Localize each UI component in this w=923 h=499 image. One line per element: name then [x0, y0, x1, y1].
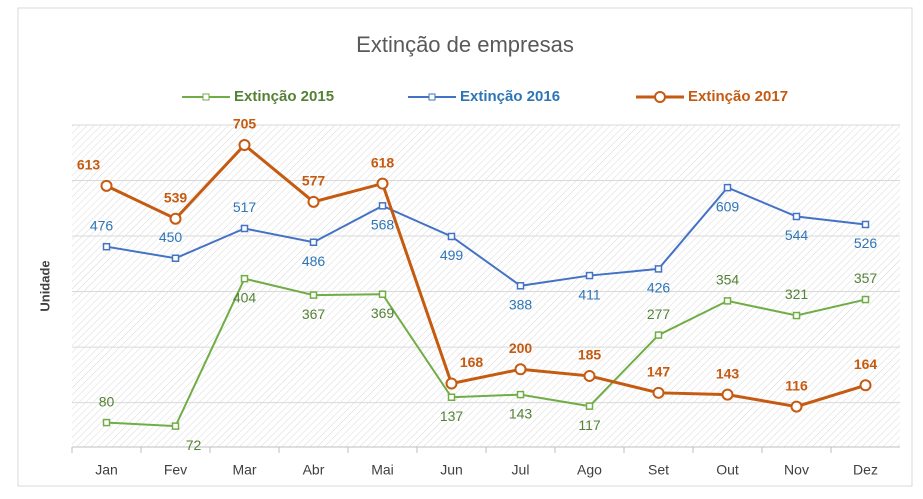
data-label: 499 [440, 247, 464, 263]
point [652, 386, 665, 399]
data-label: 618 [371, 154, 395, 170]
x-tick-label: Abr [303, 462, 325, 478]
data-label: 117 [578, 417, 601, 433]
data-label: 411 [578, 286, 601, 302]
point [654, 265, 663, 273]
point [100, 179, 113, 192]
point [307, 195, 320, 208]
data-label: 200 [509, 340, 533, 356]
data-label: 705 [233, 116, 257, 132]
point [169, 212, 182, 225]
point [514, 363, 527, 376]
point [240, 224, 249, 233]
data-label: 577 [302, 173, 326, 189]
point [792, 311, 801, 320]
point [723, 183, 732, 192]
data-label: 526 [854, 235, 878, 251]
point [447, 393, 456, 402]
point [378, 202, 387, 210]
point [654, 331, 663, 339]
point [238, 138, 251, 151]
series-line [106, 186, 866, 287]
series-line [106, 277, 866, 428]
point [861, 220, 870, 229]
data-label: 354 [716, 272, 740, 288]
point [585, 271, 594, 280]
y-axis-label: Unidade [37, 260, 52, 311]
x-tick-label: Ago [577, 462, 602, 478]
plot-area [72, 125, 900, 447]
data-label: 613 [77, 157, 101, 173]
point [447, 232, 456, 241]
point [792, 212, 801, 221]
x-tick-label: Jan [95, 462, 118, 478]
data-label: 137 [440, 408, 464, 424]
x-tick-label: Set [648, 462, 669, 478]
point [171, 254, 180, 262]
x-tick-label: Dez [853, 462, 878, 478]
point [171, 422, 180, 430]
legend-marker [428, 93, 436, 101]
data-label: 486 [302, 253, 326, 269]
data-label: 367 [302, 306, 326, 322]
data-label: 168 [460, 354, 484, 370]
chart-title: Extinção de empresas [356, 32, 574, 57]
point [240, 274, 249, 283]
point [861, 295, 870, 304]
legend-label: Extinção 2017 [688, 88, 788, 105]
legend-label: Extinção 2015 [234, 88, 334, 105]
point [585, 402, 594, 410]
data-label: 568 [371, 217, 395, 233]
legend-marker [654, 91, 666, 103]
data-label: 164 [854, 356, 878, 372]
x-tick-label: Jun [440, 462, 463, 478]
x-tick-label: Mar [232, 462, 256, 478]
data-label: 539 [164, 189, 188, 205]
point [309, 291, 318, 299]
data-label: 476 [90, 217, 114, 233]
data-label: 277 [647, 306, 671, 322]
point [102, 242, 111, 251]
data-label: 143 [716, 365, 740, 381]
point [583, 369, 596, 382]
legend-marker [202, 93, 210, 101]
legend-label: Extinção 2016 [460, 88, 560, 105]
point [445, 377, 458, 390]
data-label: 388 [509, 296, 533, 312]
point [721, 388, 734, 401]
point [723, 297, 732, 305]
data-label: 321 [785, 286, 809, 302]
point [859, 379, 872, 392]
data-label: 450 [159, 229, 183, 245]
x-tick-label: Mai [371, 462, 394, 478]
point [309, 238, 318, 247]
data-label: 609 [716, 198, 740, 214]
data-label: 116 [785, 377, 808, 393]
data-label: 143 [509, 405, 533, 421]
series-line [105, 142, 866, 409]
x-tick-label: Jul [512, 462, 530, 478]
x-tick-label: Nov [784, 462, 809, 478]
data-label: 369 [371, 305, 395, 321]
point [378, 290, 387, 298]
data-label: 357 [854, 270, 878, 286]
point [516, 282, 525, 290]
x-tick-label: Fev [164, 462, 187, 478]
data-label: 80 [99, 393, 115, 409]
data-label: 426 [647, 280, 671, 296]
data-label: 404 [233, 289, 257, 305]
data-label: 517 [233, 199, 257, 215]
point [102, 418, 111, 427]
point [516, 390, 525, 399]
point [790, 400, 803, 413]
x-tick-label: Out [716, 462, 739, 478]
data-label: 72 [186, 437, 202, 453]
data-label: 544 [785, 227, 809, 243]
data-label: 147 [647, 364, 671, 380]
point [376, 177, 389, 190]
data-label: 185 [578, 347, 602, 363]
